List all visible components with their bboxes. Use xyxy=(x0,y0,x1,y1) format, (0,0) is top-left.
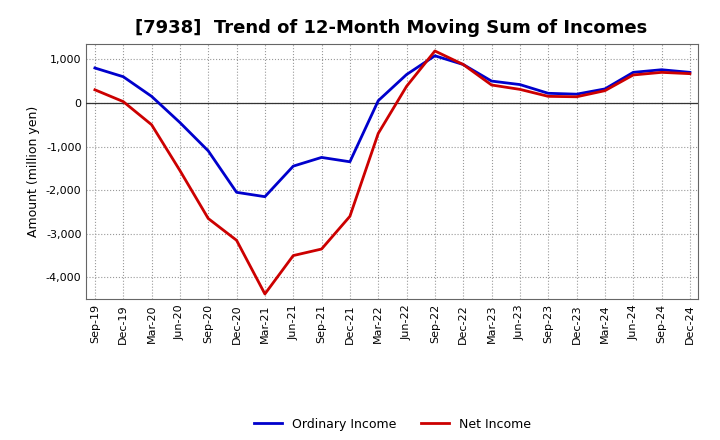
Ordinary Income xyxy=(657,67,666,72)
Ordinary Income xyxy=(374,98,382,103)
Net Income xyxy=(233,238,241,243)
Ordinary Income xyxy=(487,78,496,84)
Net Income xyxy=(318,246,326,252)
Net Income xyxy=(402,84,411,89)
Ordinary Income xyxy=(629,70,637,75)
Ordinary Income xyxy=(544,91,552,96)
Net Income xyxy=(572,94,581,99)
Ordinary Income xyxy=(346,159,354,165)
Net Income xyxy=(261,291,269,297)
Ordinary Income xyxy=(600,86,609,92)
Ordinary Income xyxy=(402,72,411,77)
Ordinary Income xyxy=(572,92,581,97)
Net Income xyxy=(431,48,439,54)
Net Income xyxy=(204,216,212,221)
Net Income xyxy=(374,131,382,136)
Line: Net Income: Net Income xyxy=(95,51,690,294)
Legend: Ordinary Income, Net Income: Ordinary Income, Net Income xyxy=(249,413,536,436)
Ordinary Income xyxy=(148,94,156,99)
Ordinary Income xyxy=(516,82,524,87)
Y-axis label: Amount (million yen): Amount (million yen) xyxy=(27,106,40,237)
Ordinary Income xyxy=(233,190,241,195)
Line: Ordinary Income: Ordinary Income xyxy=(95,56,690,197)
Ordinary Income xyxy=(204,148,212,154)
Ordinary Income xyxy=(459,62,467,67)
Ordinary Income xyxy=(261,194,269,199)
Net Income xyxy=(459,62,467,67)
Net Income xyxy=(91,87,99,92)
Net Income xyxy=(176,168,184,173)
Ordinary Income xyxy=(685,70,694,75)
Ordinary Income xyxy=(176,120,184,125)
Net Income xyxy=(657,70,666,75)
Text: [7938]  Trend of 12-Month Moving Sum of Incomes: [7938] Trend of 12-Month Moving Sum of I… xyxy=(135,19,647,37)
Net Income xyxy=(487,82,496,88)
Ordinary Income xyxy=(318,155,326,160)
Net Income xyxy=(685,71,694,76)
Net Income xyxy=(544,94,552,99)
Net Income xyxy=(289,253,297,258)
Net Income xyxy=(516,87,524,92)
Ordinary Income xyxy=(289,164,297,169)
Ordinary Income xyxy=(91,66,99,71)
Net Income xyxy=(119,99,127,104)
Net Income xyxy=(600,88,609,93)
Net Income xyxy=(346,214,354,219)
Ordinary Income xyxy=(119,74,127,79)
Net Income xyxy=(629,72,637,77)
Net Income xyxy=(148,122,156,127)
Ordinary Income xyxy=(431,53,439,59)
